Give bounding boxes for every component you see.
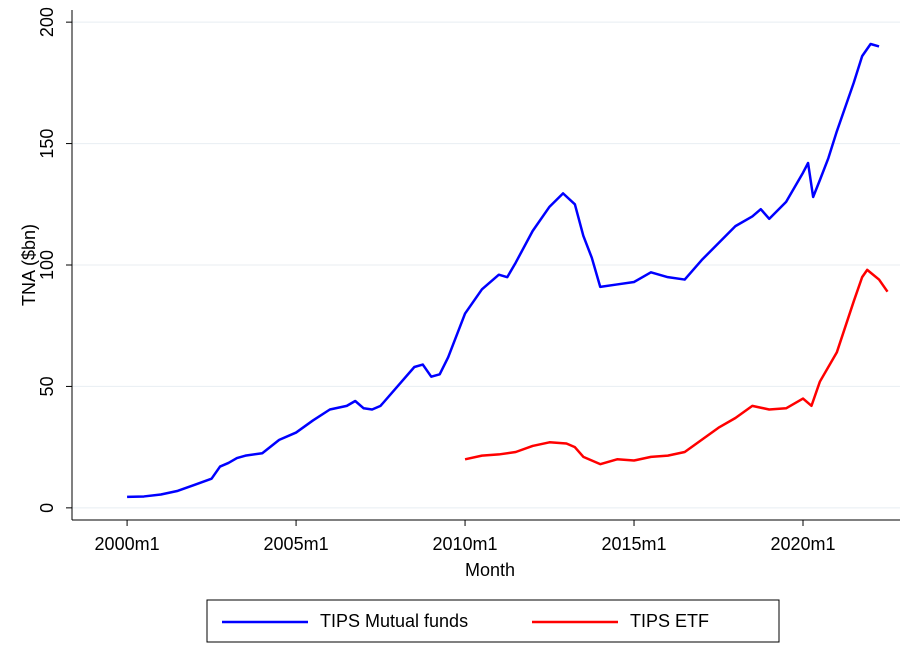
- legend-label: TIPS ETF: [630, 611, 709, 631]
- series-line: [464, 268, 889, 466]
- x-tick-label: 2000m1: [95, 534, 160, 554]
- x-tick-label: 2005m1: [264, 534, 329, 554]
- series-line: [127, 42, 880, 499]
- y-tick-label: 200: [37, 7, 57, 37]
- y-tick-label: 50: [37, 376, 57, 396]
- y-axis-label: TNA ($bn): [19, 224, 39, 306]
- x-tick-label: 2020m1: [770, 534, 835, 554]
- legend-label: TIPS Mutual funds: [320, 611, 468, 631]
- x-tick-label: 2015m1: [601, 534, 666, 554]
- y-tick-label: 100: [37, 250, 57, 280]
- x-tick-label: 2010m1: [433, 534, 498, 554]
- y-tick-label: 150: [37, 129, 57, 159]
- y-tick-label: 0: [37, 503, 57, 513]
- x-axis-label: Month: [465, 560, 515, 580]
